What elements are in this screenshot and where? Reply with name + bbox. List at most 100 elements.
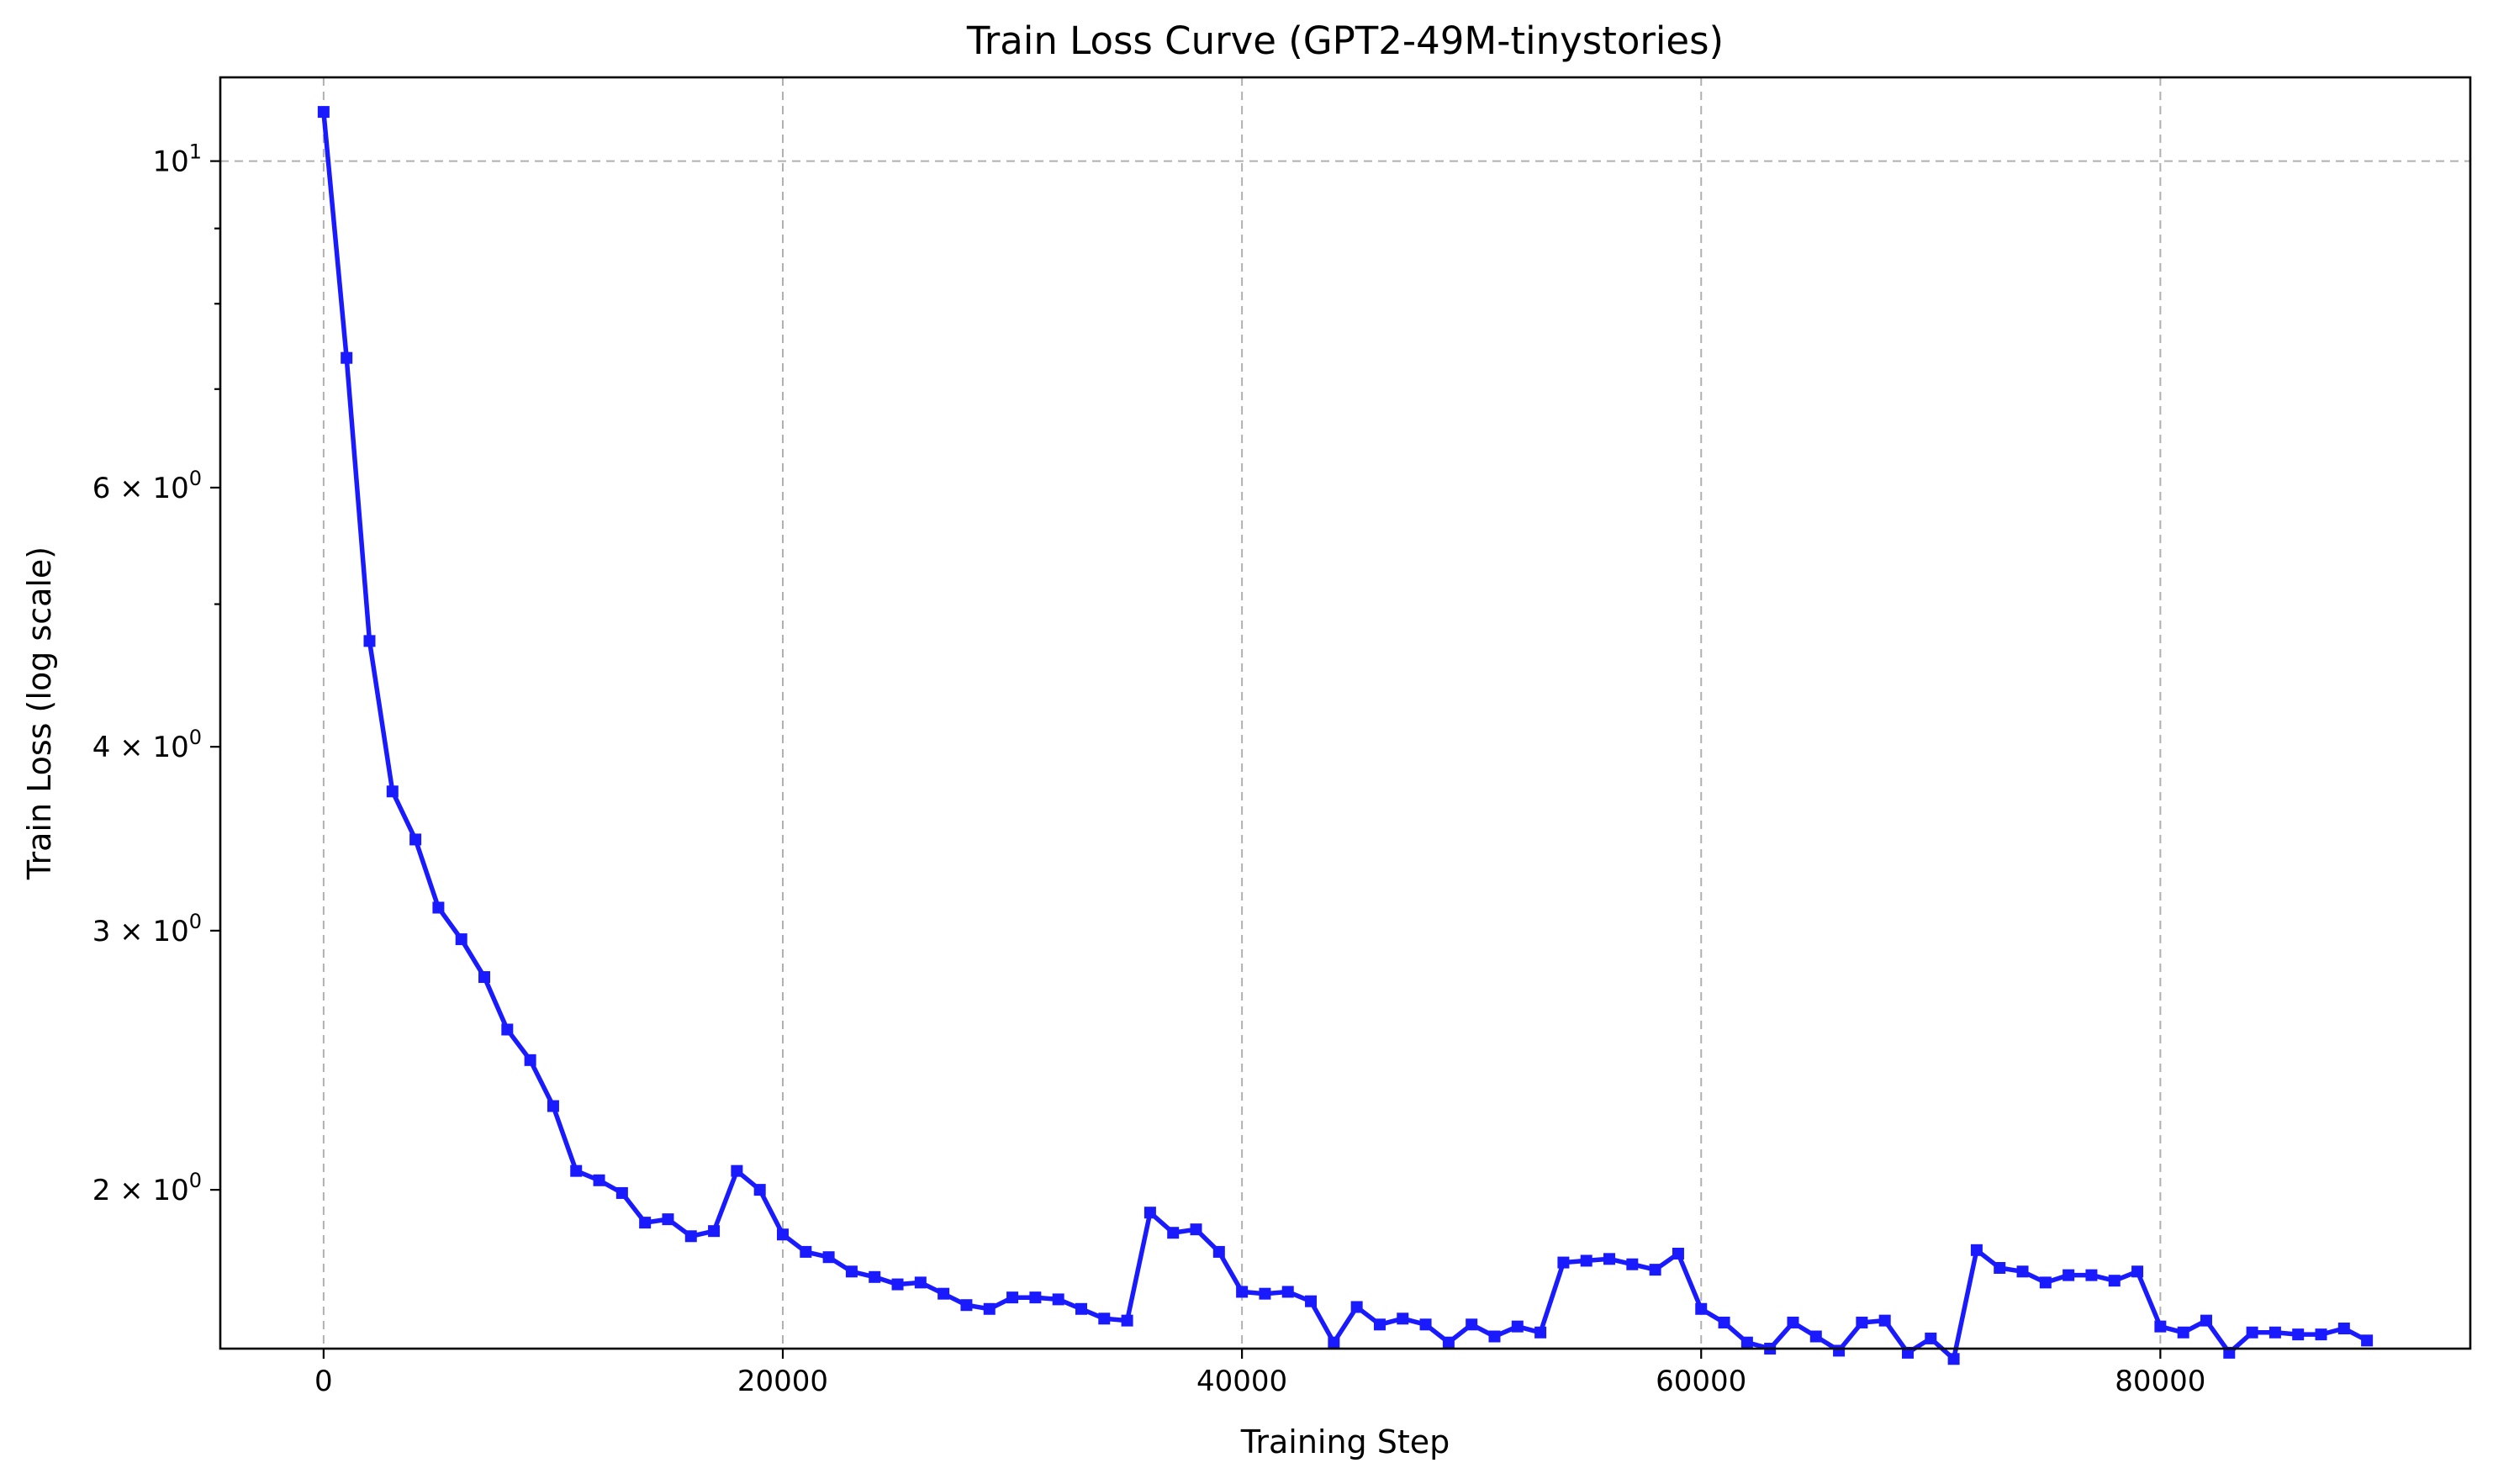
data-point: [777, 1228, 789, 1241]
data-point: [1305, 1295, 1318, 1307]
data-point: [501, 1023, 514, 1036]
data-point: [1281, 1286, 1294, 1298]
data-point: [1236, 1286, 1249, 1298]
data-point: [1259, 1287, 1271, 1300]
data-point: [615, 1186, 628, 1199]
data-point: [1925, 1332, 1937, 1344]
data-point: [547, 1100, 559, 1112]
series-loss: [317, 106, 2374, 1365]
data-point: [1488, 1330, 1501, 1343]
data-point: [455, 933, 467, 946]
data-point: [639, 1217, 652, 1229]
data-point: [1787, 1316, 1799, 1328]
data-point: [800, 1245, 812, 1258]
y-tick-label: 101: [152, 140, 202, 179]
data-point: [1695, 1302, 1708, 1315]
data-point: [1190, 1223, 1202, 1236]
data-point: [960, 1299, 973, 1312]
data-point: [1649, 1264, 1661, 1276]
data-point: [1006, 1291, 1019, 1304]
data-point: [2154, 1320, 2167, 1333]
y-tick-label: 6 × 100: [92, 467, 202, 505]
y-tick-label: 4 × 100: [92, 726, 202, 764]
data-point: [1718, 1316, 1730, 1328]
data-point: [753, 1184, 766, 1196]
data-point: [2085, 1269, 2098, 1281]
data-point: [1350, 1301, 1363, 1313]
data-point: [478, 971, 491, 984]
data-point: [2246, 1326, 2258, 1339]
data-point: [1672, 1248, 1684, 1260]
data-point: [1098, 1312, 1111, 1325]
x-tick-label: 60000: [1656, 1365, 1746, 1398]
data-point: [363, 635, 376, 647]
data-point: [2337, 1323, 2350, 1335]
data-point: [2131, 1265, 2144, 1278]
data-point: [1442, 1336, 1455, 1349]
data-point: [1373, 1318, 1386, 1331]
data-point: [524, 1054, 536, 1066]
data-point: [1029, 1291, 1042, 1304]
x-tick-label: 0: [314, 1365, 333, 1398]
data-point: [1419, 1318, 1432, 1331]
data-point: [891, 1278, 904, 1291]
data-point: [1121, 1314, 1133, 1327]
y-tick-label: 3 × 100: [92, 910, 202, 948]
data-point: [570, 1164, 583, 1177]
data-point: [1603, 1253, 1616, 1265]
data-point: [1557, 1256, 1570, 1269]
data-point: [593, 1174, 605, 1186]
data-point: [2315, 1328, 2327, 1341]
data-point: [341, 351, 353, 364]
data-point: [1626, 1258, 1639, 1270]
data-point: [1856, 1316, 1868, 1328]
chart-title: Train Loss Curve (GPT2-49M-tinystories): [966, 18, 1724, 63]
y-axis-label: Train Loss (log scale): [21, 547, 58, 880]
data-point: [1970, 1244, 1983, 1256]
data-point: [2223, 1346, 2236, 1359]
data-point: [1534, 1326, 1547, 1339]
data-point: [869, 1270, 881, 1283]
data-point: [2361, 1334, 2374, 1347]
data-point: [731, 1164, 743, 1177]
data-point: [386, 785, 399, 798]
data-point: [1947, 1353, 1960, 1365]
data-point: [1144, 1207, 1156, 1219]
x-tick-label: 40000: [1196, 1365, 1287, 1398]
data-point: [1902, 1346, 1914, 1359]
grid-lines: [220, 77, 2470, 1349]
data-point: [1833, 1344, 1846, 1357]
data-point: [684, 1230, 697, 1243]
data-point: [432, 901, 445, 914]
data-point: [2292, 1328, 2305, 1341]
data-point: [983, 1302, 996, 1315]
data-point: [2177, 1326, 2189, 1339]
data-point: [2200, 1314, 2212, 1327]
data-point: [2063, 1269, 2075, 1281]
data-point: [2108, 1275, 2121, 1287]
data-point: [1328, 1336, 1340, 1349]
data-point: [708, 1225, 721, 1238]
data-point: [1212, 1245, 1225, 1258]
data-point: [1809, 1330, 1822, 1343]
data-point: [845, 1265, 858, 1278]
data-point: [1994, 1261, 2006, 1274]
data-point: [2016, 1265, 2029, 1278]
x-tick-label: 80000: [2115, 1365, 2205, 1398]
data-point: [1466, 1318, 1478, 1331]
plot-frame: [219, 76, 2472, 1350]
data-point: [1167, 1227, 1180, 1239]
data-point: [662, 1213, 674, 1226]
data-point: [1397, 1312, 1409, 1325]
data-point: [1511, 1320, 1524, 1333]
x-axis-label: Training Step: [1240, 1423, 1450, 1460]
data-point: [1740, 1336, 1753, 1349]
data-point: [1052, 1293, 1064, 1306]
data-point: [938, 1287, 950, 1300]
x-tick-label: 20000: [737, 1365, 828, 1398]
data-point: [914, 1276, 927, 1289]
data-point: [1580, 1254, 1592, 1267]
data-point: [1878, 1314, 1891, 1327]
y-axis-ticks: 101 6 × 100 4 × 100 3 × 100 2 × 100: [92, 140, 220, 1207]
